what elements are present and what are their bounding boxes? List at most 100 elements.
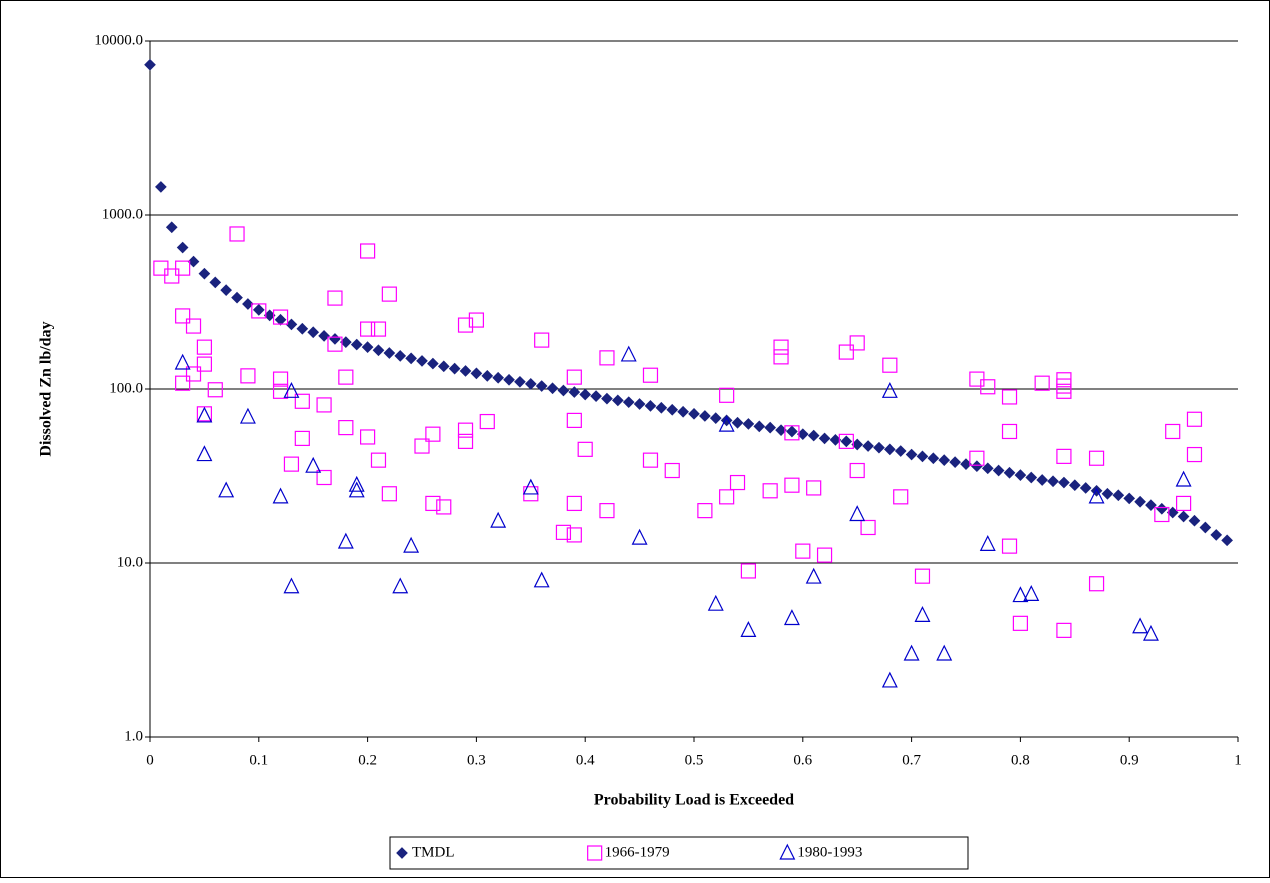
point xyxy=(337,532,354,549)
point xyxy=(1175,495,1192,512)
point xyxy=(207,382,223,398)
point xyxy=(231,291,243,304)
legend-label: 1980-1993 xyxy=(797,844,862,860)
point xyxy=(348,481,365,498)
point xyxy=(272,371,289,387)
point xyxy=(1186,446,1203,463)
point xyxy=(938,454,951,467)
point xyxy=(566,495,582,512)
point xyxy=(1056,622,1072,638)
point xyxy=(555,524,572,540)
point xyxy=(881,671,898,688)
point xyxy=(849,462,865,479)
point xyxy=(599,350,615,366)
point xyxy=(283,381,300,398)
point xyxy=(1001,538,1018,554)
point xyxy=(1001,423,1018,440)
point xyxy=(566,369,582,385)
point xyxy=(272,487,289,504)
point xyxy=(1012,586,1029,603)
point xyxy=(688,407,700,420)
point xyxy=(437,360,450,373)
point xyxy=(316,469,332,486)
point xyxy=(719,387,735,403)
point xyxy=(468,312,484,328)
legend-label: 1966-1979 xyxy=(605,844,670,860)
point xyxy=(620,345,637,362)
point xyxy=(707,594,724,611)
point xyxy=(316,397,332,413)
point xyxy=(633,398,646,410)
point xyxy=(327,290,343,306)
point xyxy=(1088,576,1105,592)
point xyxy=(381,486,397,502)
point xyxy=(894,445,907,457)
point xyxy=(849,505,866,522)
point xyxy=(893,489,909,505)
point xyxy=(533,571,550,588)
legend-box xyxy=(389,836,969,870)
point xyxy=(1088,450,1105,466)
point xyxy=(807,429,820,442)
point xyxy=(1101,487,1114,500)
point xyxy=(753,420,766,433)
point xyxy=(196,339,212,355)
point xyxy=(916,450,929,463)
point xyxy=(381,286,397,302)
point xyxy=(392,577,409,594)
point xyxy=(414,438,430,454)
y-tick-label: 10000.0 xyxy=(94,32,143,48)
point xyxy=(481,370,494,382)
point xyxy=(240,368,256,384)
point xyxy=(905,448,918,461)
point xyxy=(1079,482,1092,494)
point xyxy=(164,268,180,284)
point xyxy=(196,356,212,372)
point xyxy=(218,481,235,498)
point xyxy=(196,445,213,462)
point xyxy=(642,367,659,383)
point xyxy=(566,412,582,428)
point xyxy=(677,405,689,418)
point xyxy=(655,401,668,414)
point xyxy=(742,418,755,430)
point xyxy=(294,393,310,409)
point xyxy=(175,260,191,276)
y-tick-label: 100.0 xyxy=(109,380,143,396)
point xyxy=(566,527,582,543)
point xyxy=(577,441,593,457)
point xyxy=(838,344,854,360)
point xyxy=(795,543,811,559)
point xyxy=(709,412,722,424)
point xyxy=(601,392,613,405)
point xyxy=(220,284,233,296)
point xyxy=(251,303,267,319)
point xyxy=(514,375,526,388)
y-tick-label: 1.0 xyxy=(124,728,143,744)
point xyxy=(174,353,191,370)
point xyxy=(283,456,300,472)
point xyxy=(416,355,428,367)
point xyxy=(1034,375,1050,391)
point xyxy=(699,410,711,422)
point xyxy=(272,309,289,325)
point xyxy=(1221,534,1233,547)
point xyxy=(350,338,363,351)
point xyxy=(209,276,222,289)
point xyxy=(740,563,757,579)
point xyxy=(360,321,376,337)
point xyxy=(816,547,833,563)
point xyxy=(981,462,994,475)
point xyxy=(806,480,822,496)
point xyxy=(979,535,996,551)
point xyxy=(348,475,365,492)
x-tick-label: 0.1 xyxy=(249,752,268,768)
point xyxy=(740,621,757,637)
point xyxy=(338,369,354,385)
point xyxy=(784,477,800,493)
point xyxy=(862,440,874,452)
point xyxy=(860,519,876,536)
point xyxy=(198,267,211,280)
point xyxy=(838,433,854,449)
